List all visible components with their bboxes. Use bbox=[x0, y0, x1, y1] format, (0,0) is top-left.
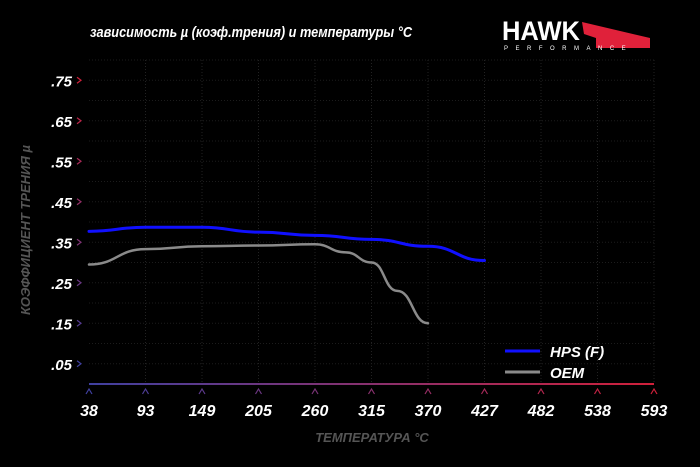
x-tick-arrow-icon bbox=[85, 387, 93, 395]
x-tick-arrow-icon bbox=[480, 387, 489, 395]
y-tick-arrow-icon bbox=[76, 198, 82, 206]
x-tick-arrow-icon bbox=[593, 387, 602, 395]
svg-text:HAWK: HAWK bbox=[502, 16, 580, 46]
x-tick-label: 315 bbox=[358, 403, 386, 420]
legend-label: HPS (F) bbox=[550, 344, 604, 361]
y-tick-label: .25 bbox=[51, 276, 73, 293]
series-line-oem bbox=[87, 243, 430, 325]
x-tick-label: 538 bbox=[584, 403, 611, 420]
x-tick-label: 260 bbox=[301, 403, 329, 420]
y-tick-arrow-icon bbox=[76, 279, 82, 287]
x-tick-label: 593 bbox=[641, 403, 668, 420]
y-tick-label: .65 bbox=[51, 114, 73, 131]
x-tick-label: 149 bbox=[189, 403, 216, 420]
x-tick-label: 205 bbox=[244, 403, 273, 420]
y-tick-label: .75 bbox=[51, 73, 73, 90]
x-tick-arrow-icon bbox=[367, 387, 376, 395]
y-tick-label: .55 bbox=[51, 154, 73, 171]
y-tick-arrow-icon bbox=[76, 319, 82, 327]
y-tick-arrow-icon bbox=[76, 157, 82, 165]
hawk-logo: HAWK PERFORMANCE bbox=[502, 16, 650, 52]
x-tick-arrow-icon bbox=[254, 387, 263, 395]
y-tick-arrow-icon bbox=[76, 76, 82, 84]
x-tick-arrow-icon bbox=[424, 387, 432, 395]
x-tick-label: 427 bbox=[470, 403, 499, 420]
y-axis-label: КОЭФФИЦИЕНТ ТРЕНИЯ µ bbox=[18, 145, 33, 315]
y-tick-arrow-icon bbox=[76, 360, 82, 368]
y-tick-label: .05 bbox=[51, 357, 73, 374]
svg-text:PERFORMANCE: PERFORMANCE bbox=[504, 46, 633, 52]
y-tick-arrow-icon bbox=[76, 238, 82, 246]
legend-label: OEM bbox=[550, 365, 585, 382]
x-tick-label: 93 bbox=[137, 403, 155, 420]
x-tick-arrow-icon bbox=[650, 387, 658, 395]
y-tick-label: .15 bbox=[51, 316, 73, 333]
y-tick-arrow-icon bbox=[76, 117, 82, 125]
series-line-hps-f- bbox=[87, 225, 486, 262]
x-axis-line bbox=[89, 383, 654, 385]
x-axis-label: ТЕМПЕРАТУРА °C bbox=[315, 430, 429, 445]
y-tick-label: .35 bbox=[51, 235, 73, 252]
x-tick-arrow-icon bbox=[141, 387, 150, 395]
chart-title: зависимость µ (коэф.трения) и температур… bbox=[90, 24, 413, 41]
x-tick-label: 370 bbox=[415, 403, 442, 420]
x-tick-label: 482 bbox=[527, 403, 555, 420]
x-tick-arrow-icon bbox=[537, 387, 545, 395]
x-tick-label: 38 bbox=[80, 403, 98, 420]
x-tick-arrow-icon bbox=[198, 387, 206, 395]
x-tick-arrow-icon bbox=[311, 387, 319, 395]
y-tick-label: .45 bbox=[51, 195, 73, 212]
